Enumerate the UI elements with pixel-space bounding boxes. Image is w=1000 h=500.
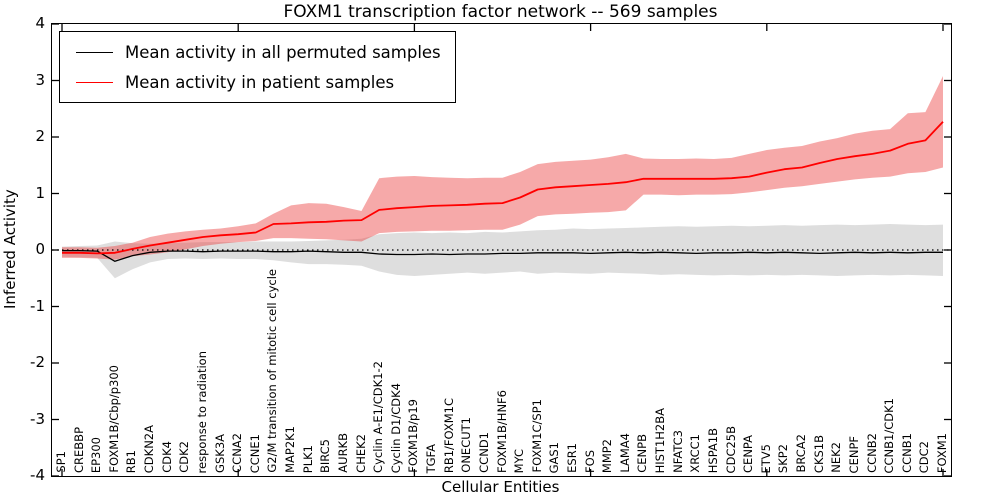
x-category-label: CDK4 (159, 441, 174, 473)
y-tick-label: -2 (30, 353, 45, 371)
x-category-label: ETV5 (758, 443, 773, 473)
x-category-label: NEK2 (829, 442, 844, 473)
x-category-label: EP300 (89, 436, 104, 473)
x-category-label: GAS1 (547, 441, 562, 473)
x-category-label: response to radiation (194, 350, 209, 473)
y-tick-label: 4 (35, 14, 45, 32)
x-category-label: CENPF (846, 435, 861, 473)
x-category-label: FOS (582, 450, 597, 473)
legend-item: Mean activity in patient samples (70, 70, 441, 94)
x-category-label: BIRC5 (318, 438, 333, 473)
x-category-label: FOXM1C/SP1 (529, 399, 544, 473)
x-category-label: CENPB (635, 434, 650, 473)
x-category-label: CCNE1 (247, 433, 262, 473)
x-category-label: CDC25B (723, 425, 738, 473)
x-category-label: NFATC3 (670, 430, 685, 473)
plot-canvas (52, 24, 951, 476)
x-category-label: FOXM1B/Cbp/p300 (106, 365, 121, 473)
mean-line-0 (62, 249, 943, 262)
x-category-label: CCNA2 (230, 433, 245, 473)
x-category-label: G2/M transition of mitotic cell cycle (265, 269, 280, 473)
band-1 (62, 76, 943, 260)
x-category-label: BRCA2 (794, 434, 809, 473)
legend-line-swatch (76, 51, 113, 53)
x-category-label: CREBBP (71, 427, 86, 473)
x-category-label: MYC (512, 448, 527, 473)
y-tick-label: -1 (30, 296, 45, 315)
x-category-label: CENPA (741, 435, 756, 473)
legend-line-swatch (76, 81, 113, 83)
x-category-label: HIST1H2BA (653, 407, 668, 473)
x-category-label: CDC2 (917, 440, 932, 473)
legend-item: Mean activity in all permuted samples (70, 40, 441, 64)
x-axis-label: Cellular Entities (441, 478, 560, 496)
legend: Mean activity in all permuted samples Mea… (59, 31, 456, 103)
x-category-label: CCND1 (476, 432, 491, 473)
x-category-label: Cyclin D1/CDK4 (388, 382, 403, 473)
x-category-label: CCNB1/CDK1 (882, 397, 897, 474)
y-tick-label: 2 (35, 127, 45, 145)
x-category-label: CHEK2 (353, 434, 368, 473)
y-tick-label: 3 (35, 70, 45, 89)
x-category-label: FOXM1B/HNF6 (494, 390, 509, 473)
x-category-label: MMP2 (600, 438, 615, 473)
y-tick-label: 1 (35, 183, 45, 202)
x-category-label: FOXM1B/p19 (406, 399, 421, 473)
x-category-label: PLK1 (300, 444, 315, 473)
legend-label: Mean activity in all permuted samples (125, 42, 441, 62)
x-category-label: Cyclin A-E1/CDK1-2 (371, 361, 386, 473)
mean-line-1 (62, 121, 944, 255)
x-category-label: LAMA4 (617, 433, 632, 473)
x-category-label: XRCC1 (688, 434, 703, 473)
x-category-label: GSK3A (212, 434, 227, 473)
x-category-label: ONECUT1 (459, 417, 474, 473)
x-category-label: RB1 (124, 449, 139, 473)
legend-label: Mean activity in patient samples (125, 72, 395, 92)
x-category-label: FOXM1 (935, 432, 949, 473)
x-category-label: ESR1 (564, 443, 579, 473)
x-category-label: HSPA1B (705, 427, 720, 473)
band-0 (62, 224, 943, 279)
x-category-label: SKP2 (776, 443, 791, 473)
y-tick-label: -4 (30, 466, 45, 484)
y-tick-label: 0 (35, 240, 45, 258)
x-category-label: CCNB2 (864, 433, 879, 473)
plot-area: SP1 CREBBP EP300 FOXM1B/Cbp/p300 RB1 CDKN2A CD… (51, 23, 952, 477)
x-category-label: CCNB1 (899, 433, 914, 473)
x-category-label: RB1/FOXM1C (441, 397, 456, 473)
x-category-label: AURKB (335, 433, 350, 473)
x-category-label: MAP2K1 (283, 426, 298, 473)
x-category-label: CDKN2A (142, 424, 157, 473)
x-category-label: CDK2 (177, 441, 192, 473)
x-category-label: SP1 (54, 451, 68, 473)
x-category-label: CKS1B (811, 434, 826, 473)
x-category-label: TGFA (424, 443, 439, 473)
chart-title: FOXM1 transcription factor network -- 56… (283, 2, 718, 22)
y-tick-label: -3 (30, 409, 45, 428)
